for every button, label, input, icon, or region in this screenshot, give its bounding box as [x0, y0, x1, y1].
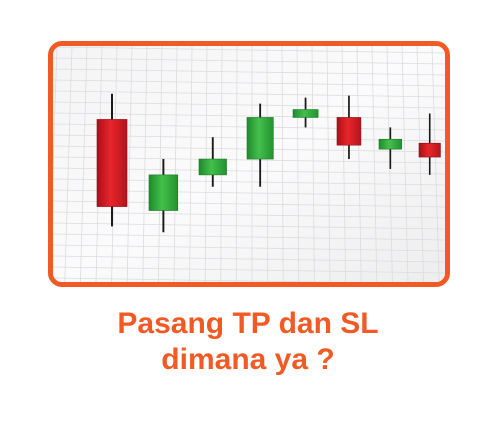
grid-line-vertical: [189, 46, 193, 282]
grid-line-horizontal: [53, 68, 445, 76]
grid-line-vertical: [173, 46, 178, 282]
grid-line-horizontal: [53, 57, 445, 65]
grid-line-horizontal: [53, 266, 445, 274]
candle-body-bullish: [378, 138, 402, 150]
grid-line-horizontal: [53, 79, 445, 87]
grid-line-vertical: [431, 46, 440, 282]
caption-line-1: Pasang TP dan SL: [117, 307, 379, 340]
caption: Pasang TP dan SL dimana ya ?: [0, 306, 496, 378]
grid-line-horizontal: [53, 211, 445, 219]
grid-line-vertical: [281, 46, 284, 282]
caption-line-2: dimana ya ?: [161, 343, 335, 376]
grid-line-vertical: [53, 46, 58, 180]
grid-line-vertical: [311, 46, 315, 282]
grid-line-horizontal: [53, 222, 445, 230]
grid-line-horizontal: [53, 101, 445, 109]
grid-line-horizontal: [53, 90, 445, 98]
grid-line-vertical: [266, 46, 269, 282]
grid-line-vertical: [80, 46, 88, 282]
grid-line-vertical: [296, 46, 300, 282]
candle-body-bearish: [336, 117, 362, 146]
candle-body-bullish: [148, 174, 179, 211]
candle-body-bearish: [96, 119, 128, 207]
grid-line-horizontal: [53, 255, 445, 263]
grid-line-horizontal: [53, 277, 341, 282]
candle-body-bearish: [418, 142, 441, 158]
candles-group: [96, 93, 441, 233]
candlestick-chart: [53, 46, 445, 282]
grid-line-horizontal: [53, 244, 445, 252]
grid-line-vertical: [64, 46, 73, 282]
grid-line-vertical: [356, 46, 362, 282]
grid-line-vertical: [341, 46, 346, 282]
grid-line-horizontal: [53, 112, 445, 120]
candle-body-bullish: [198, 158, 227, 176]
grid-line-vertical: [158, 46, 163, 282]
grid-line-vertical: [126, 46, 133, 282]
grid-line-horizontal: [53, 46, 445, 54]
candle-body-bullish: [292, 109, 319, 118]
grid-line-vertical: [371, 46, 378, 282]
grid-line-vertical: [235, 46, 238, 282]
grid-line-vertical: [326, 46, 331, 282]
grid-line-vertical: [142, 46, 148, 282]
chart-card: [48, 41, 450, 287]
grid-line-horizontal: [53, 233, 445, 241]
candle-body-bullish: [246, 117, 274, 160]
